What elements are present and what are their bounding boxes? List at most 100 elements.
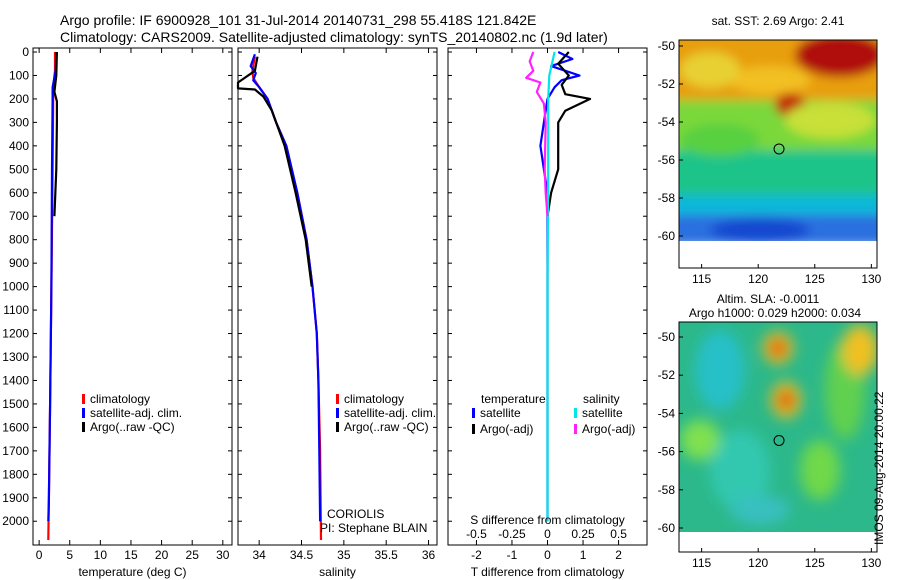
sal-legend-label: satellite-adj. clim. xyxy=(344,406,436,420)
sal-series-line xyxy=(251,56,323,541)
sla-ytick-label: -56 xyxy=(658,445,676,459)
diff-top-tick-label: 0.5 xyxy=(610,527,627,541)
sst-ytick-label: -52 xyxy=(658,77,676,91)
diff-xtick-label: -2 xyxy=(471,548,482,562)
sst-xtick-label: 125 xyxy=(805,272,825,286)
depth-tick-label: 600 xyxy=(9,186,29,200)
sst-xtick-label: 115 xyxy=(692,272,711,286)
sal-series-line xyxy=(236,56,313,287)
diff-legend-label: Argo(-adj) xyxy=(480,422,533,436)
temp-xtick-label: 25 xyxy=(186,548,200,562)
diff-xtick-label: 0 xyxy=(544,548,551,562)
temp-series-line xyxy=(47,51,58,522)
temp-xlabel: temperature (deg C) xyxy=(78,565,186,579)
diff-top-tick-label: 0 xyxy=(544,527,551,541)
sla-xtick-label: 120 xyxy=(748,556,768,570)
depth-tick-label: 1100 xyxy=(3,303,29,317)
diff-legend-title-temperature: temperature xyxy=(481,392,546,406)
depth-tick-label: 200 xyxy=(9,92,29,106)
sal-xtick-label: 36 xyxy=(422,548,436,562)
diff-legend-label: Argo(-adj) xyxy=(582,422,635,436)
diff-series-line xyxy=(525,51,549,217)
sla-xtick-label: 125 xyxy=(805,556,825,570)
sla-ytick-label: -58 xyxy=(658,483,676,497)
sla-xtick-label: 115 xyxy=(692,556,711,570)
sla-argo-location-marker xyxy=(773,434,785,446)
diff-xtick-label: -1 xyxy=(507,548,518,562)
figure-title-line-2: Climatology: CARS2009. Satellite-adjuste… xyxy=(60,29,608,45)
sla-heatmap xyxy=(679,322,877,532)
depth-tick-label: 1800 xyxy=(2,467,29,481)
depth-tick-label: 1500 xyxy=(2,397,29,411)
sla-subtitle: Argo h1000: 0.029 h2000: 0.034 xyxy=(689,306,861,320)
sal-series-line xyxy=(249,53,322,522)
sal-xtick-label: 34.5 xyxy=(290,548,314,562)
sst-heatmap xyxy=(679,40,877,242)
sal-legend-swatch xyxy=(336,394,339,404)
temp-legend-swatch xyxy=(82,422,85,432)
depth-tick-label: 400 xyxy=(9,139,29,153)
diff-xlabel: T difference from climatology xyxy=(471,565,625,579)
sal-xtick-label: 35.5 xyxy=(375,548,399,562)
temp-xtick-label: 0 xyxy=(36,548,43,562)
depth-tick-label: 1600 xyxy=(2,420,29,434)
diff-legend-swatch xyxy=(574,424,577,434)
depth-tick-label: 900 xyxy=(9,256,29,270)
depth-tick-label: 1700 xyxy=(2,444,29,458)
diff-legend-title-salinity: salinity xyxy=(583,392,620,406)
depth-tick-label: 700 xyxy=(9,209,29,223)
sst-ytick-label: -58 xyxy=(658,191,676,205)
sst-title: sat. SST: 2.69 Argo: 2.41 xyxy=(712,14,845,28)
sal-annotation: CORIOLIS xyxy=(327,507,384,521)
diff-series-line xyxy=(539,51,581,522)
sst-xtick-label: 120 xyxy=(748,272,768,286)
diff-legend-label: satellite xyxy=(480,406,521,420)
diff-legend-label: satellite xyxy=(582,406,623,420)
sal-xlabel: salinity xyxy=(319,565,356,579)
sal-frame xyxy=(237,47,438,546)
sal-annotation: PI: Stephane BLAIN xyxy=(320,521,427,535)
depth-tick-label: 1000 xyxy=(2,280,29,294)
depth-tick-label: 1200 xyxy=(2,327,29,341)
sla-frame xyxy=(678,321,878,553)
temp-frame xyxy=(32,47,233,546)
sal-xtick-label: 35 xyxy=(337,548,351,562)
temp-xtick-label: 20 xyxy=(155,548,169,562)
diff-series-line xyxy=(546,51,592,217)
depth-tick-label: 100 xyxy=(9,68,29,82)
diff-legend-swatch xyxy=(472,424,475,434)
sal-xtick-label: 34 xyxy=(252,548,266,562)
temp-legend-swatch xyxy=(82,394,85,404)
depth-tick-label: 1900 xyxy=(2,491,29,505)
depth-tick-label: 1300 xyxy=(2,350,29,364)
depth-tick-label: 0 xyxy=(22,45,29,59)
diff-xtick-label: 2 xyxy=(615,548,622,562)
sal-legend-swatch xyxy=(336,422,339,432)
depth-tick-label: 2000 xyxy=(2,514,29,528)
sst-ytick-label: -50 xyxy=(658,39,676,53)
sal-legend-label: Argo(..raw -QC) xyxy=(344,420,429,434)
temp-series-line xyxy=(53,51,59,217)
diff-top-xlabel: S difference from climatology xyxy=(470,513,625,527)
sst-ytick-label: -54 xyxy=(658,115,676,129)
depth-tick-label: 800 xyxy=(9,233,29,247)
sst-argo-location-marker xyxy=(773,143,785,155)
sst-frame xyxy=(678,39,878,269)
sla-ytick-label: -52 xyxy=(658,368,676,382)
sla-title: Altim. SLA: -0.0011 xyxy=(717,292,820,306)
temp-xtick-label: 15 xyxy=(124,548,138,562)
sla-ytick-label: -50 xyxy=(658,330,676,344)
temp-xtick-label: 5 xyxy=(66,548,73,562)
depth-tick-label: 1400 xyxy=(2,373,29,387)
sla-ytick-label: -60 xyxy=(658,521,676,535)
sal-legend-swatch xyxy=(336,408,339,418)
temp-xtick-label: 30 xyxy=(216,548,230,562)
diff-legend-swatch xyxy=(472,408,475,418)
sst-ytick-label: -56 xyxy=(658,153,676,167)
sst-ytick-label: -60 xyxy=(658,229,676,243)
sla-xtick-label: 130 xyxy=(861,556,881,570)
temp-legend-swatch xyxy=(82,408,85,418)
depth-tick-label: 500 xyxy=(9,162,29,176)
sal-legend-label: climatology xyxy=(344,392,404,406)
diff-top-tick-label: 0.25 xyxy=(571,527,595,541)
